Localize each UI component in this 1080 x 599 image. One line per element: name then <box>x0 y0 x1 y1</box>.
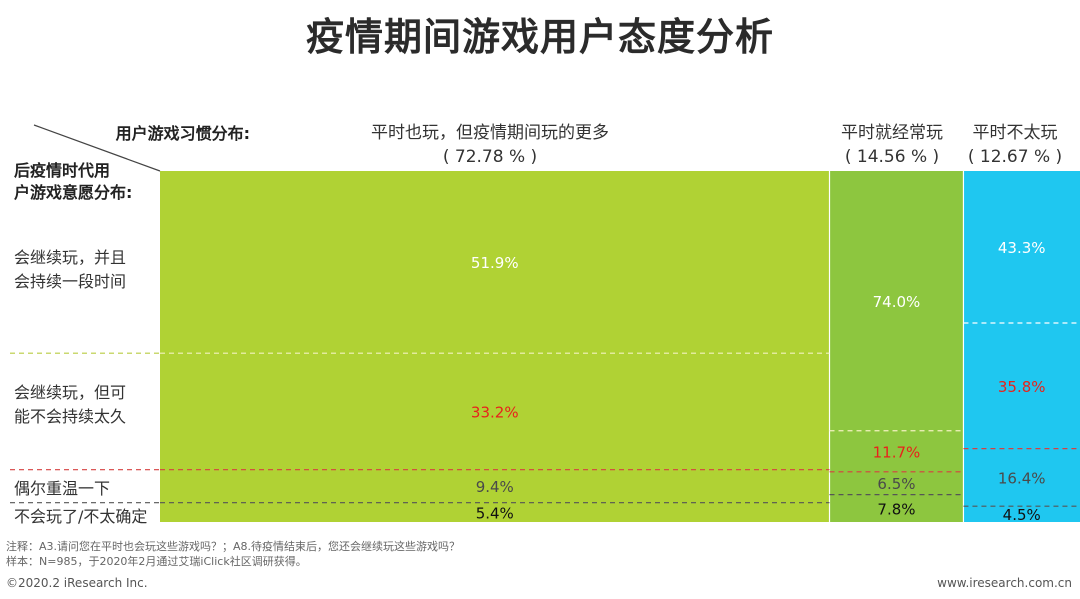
column-bar-2 <box>829 171 964 522</box>
value-label-4-2: 7.8% <box>877 500 915 518</box>
value-label-1-1: 51.9% <box>471 254 519 272</box>
value-label-3-2: 6.5% <box>877 475 915 493</box>
value-label-1-3: 43.3% <box>998 239 1046 257</box>
row-label-3: 偶尔重温一下 <box>14 479 111 498</box>
value-label-2-3: 35.8% <box>998 378 1046 396</box>
value-label-4-1: 5.4% <box>476 504 514 522</box>
column-axis-label: 用户游戏习惯分布: <box>115 124 250 143</box>
note-line-2: 样本：N=985，于2020年2月通过艾瑞iClick社区调研获得。 <box>6 555 307 568</box>
corner-diagonal <box>33 124 161 172</box>
column-header-3: 平时不太玩 ( 12.67 % ) <box>950 121 1080 169</box>
row-axis-label: 后疫情时代用 户游戏意愿分布: <box>14 160 154 204</box>
value-label-3-1: 9.4% <box>476 478 514 496</box>
value-label-4-3: 4.5% <box>1003 506 1041 524</box>
value-label-2-2: 11.7% <box>873 443 921 461</box>
row-label-1: 会继续玩，并且 会持续一段时间 <box>14 246 126 294</box>
column-header-2-name: 平时就经常玩 <box>841 123 943 143</box>
chart-title: 疫情期间游戏用户态度分析 <box>305 15 774 59</box>
footer-website: www.iresearch.com.cn <box>937 576 1072 590</box>
row-label-2-line2: 能不会持续太久 <box>14 407 127 426</box>
footer-copyright: ©2020.2 iResearch Inc. <box>6 576 148 590</box>
row-label-4: 不会玩了/不太确定 <box>14 507 148 526</box>
column-header-2: 平时就经常玩 ( 14.56 % ) <box>812 121 972 169</box>
row-axis-label-line2: 户游戏意愿分布: <box>14 183 133 202</box>
note-line-1: 注释：A3.请问您在平时也会玩这些游戏吗？；A8.待疫情结束后，您还会继续玩这些… <box>6 540 461 553</box>
row-label-2-line1: 会继续玩，但可 <box>14 383 127 402</box>
row-label-2: 会继续玩，但可 能不会持续太久 <box>14 381 126 429</box>
column-bar-1 <box>160 171 830 522</box>
value-label-2-1: 33.2% <box>471 403 519 421</box>
row-axis-label-line1: 后疫情时代用 <box>14 161 111 180</box>
column-bar-3 <box>963 171 1080 522</box>
column-header-3-share: ( 12.67 % ) <box>967 147 1063 167</box>
value-label-3-3: 16.4% <box>998 469 1046 487</box>
value-label-1-2: 74.0% <box>873 293 921 311</box>
column-header-1: 平时也玩，但疫情期间玩的更多 ( 72.78 % ) <box>300 121 680 169</box>
column-header-2-share: ( 14.56 % ) <box>844 147 940 167</box>
column-header-1-name: 平时也玩，但疫情期间玩的更多 <box>371 123 609 143</box>
row-label-1-line2: 会持续一段时间 <box>14 272 127 291</box>
column-header-1-share: ( 72.78 % ) <box>442 147 538 167</box>
row-label-1-line1: 会继续玩，并且 <box>14 248 127 267</box>
column-header-3-name: 平时不太玩 <box>972 123 1058 143</box>
